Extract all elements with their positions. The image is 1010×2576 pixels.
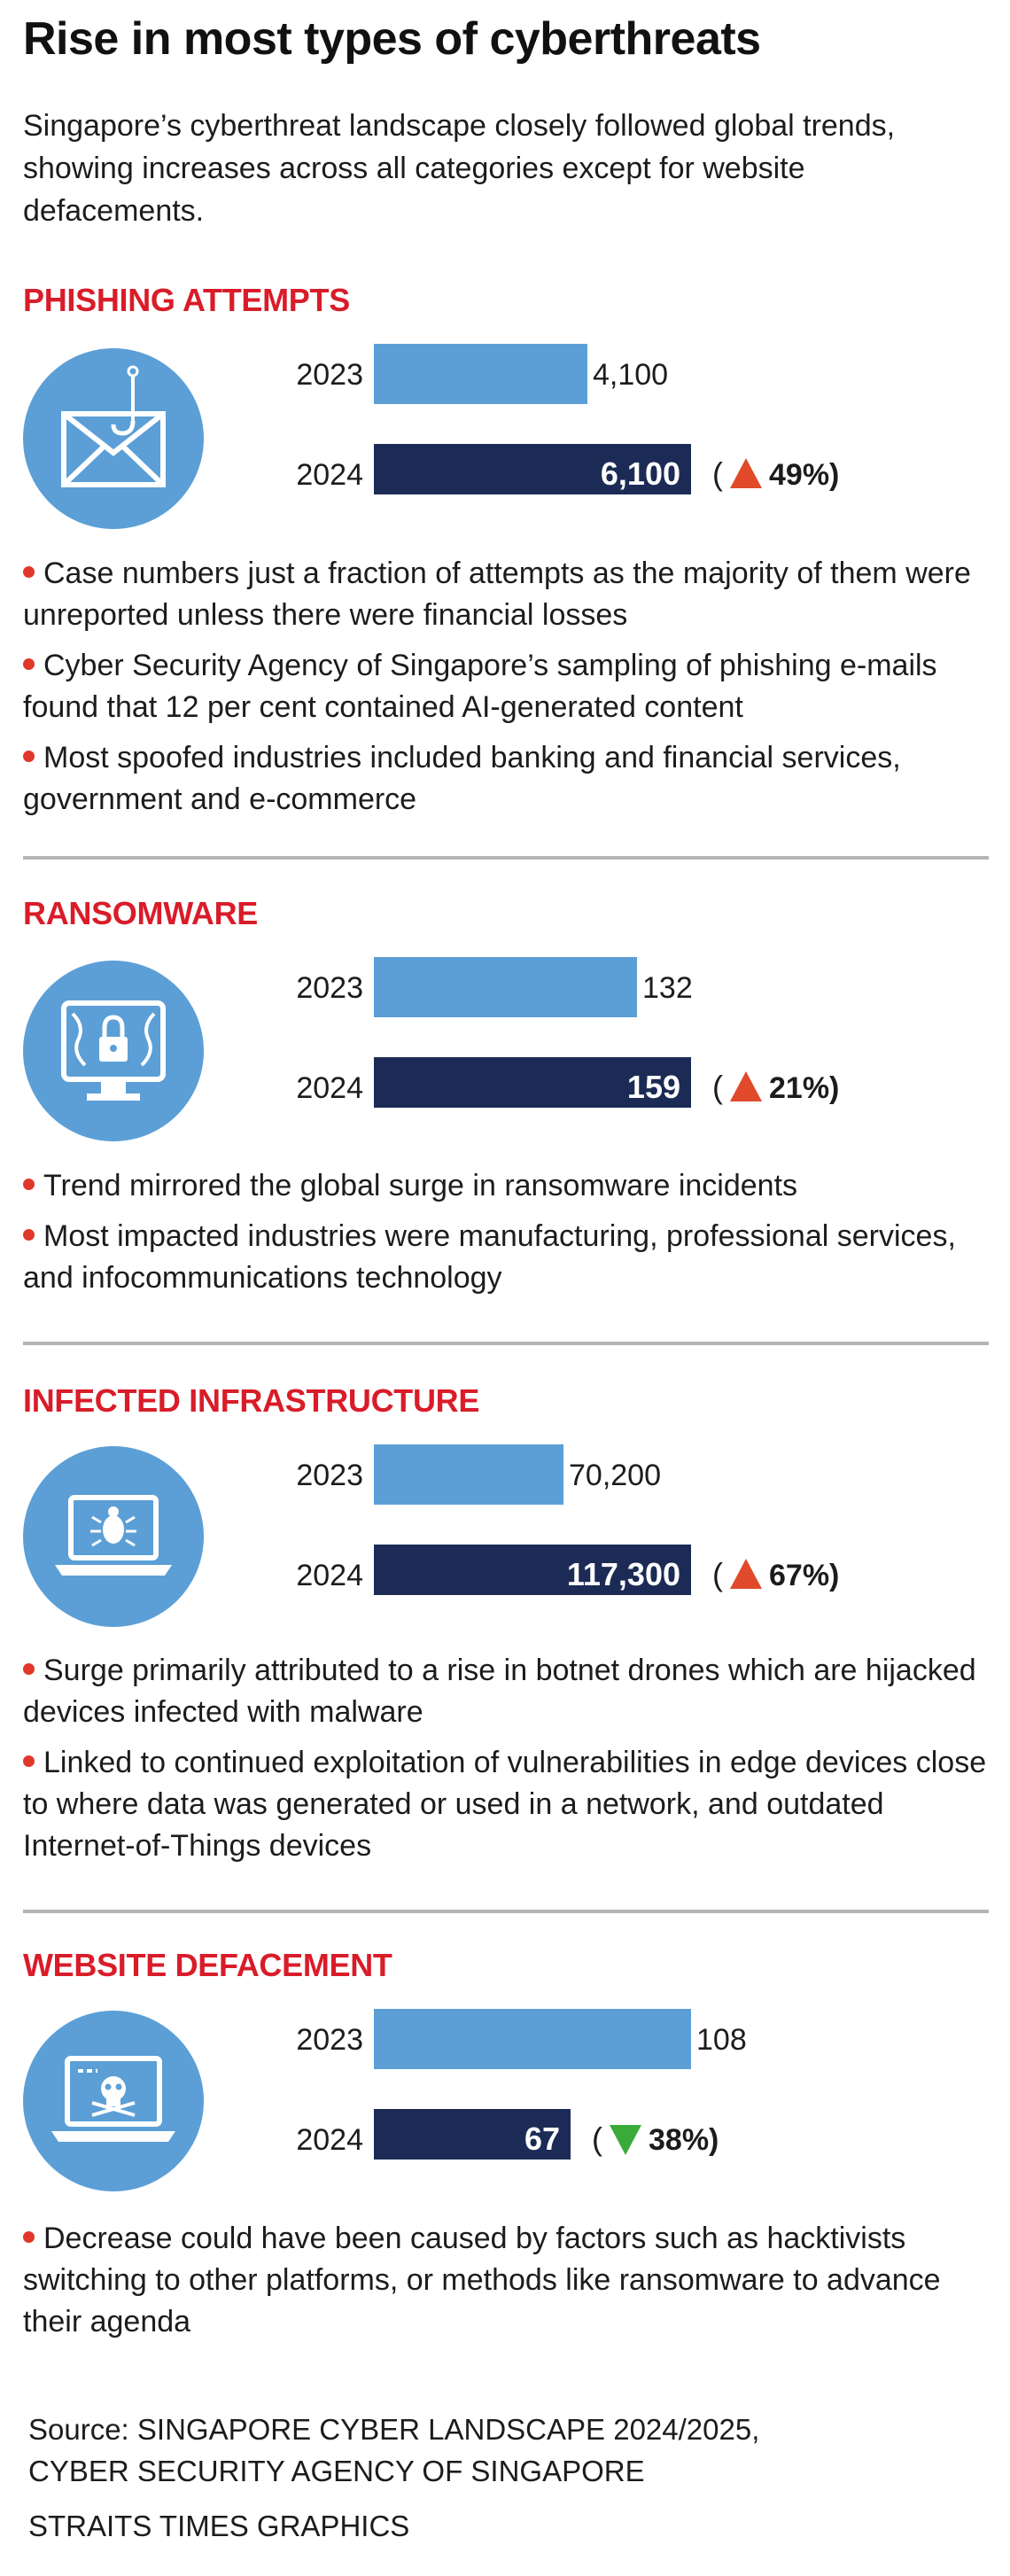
down-triangle-icon: [610, 2125, 641, 2155]
section-divider: [23, 1342, 989, 1345]
up-triangle-icon: [730, 1559, 762, 1589]
list-item: Trend mirrored the global surge in ranso…: [23, 1165, 989, 1207]
value-label: 117,300: [567, 1556, 680, 1592]
bar-2024: [374, 1545, 691, 1595]
bar-2024: [374, 2109, 571, 2160]
bullet-dot: [23, 1178, 35, 1190]
section-ransomware: RANSOMWARE 2023 132 2024 159 (21%) Trend mir…: [0, 895, 1010, 1338]
value-label: 67: [524, 2121, 560, 2157]
up-triangle-icon: [730, 1071, 762, 1101]
bullet-list: Case numbers just a fraction of attempts…: [23, 553, 989, 829]
section-divider: [23, 856, 989, 860]
bug-laptop-icon: [23, 1446, 204, 1627]
bullet-dot: [23, 1755, 35, 1767]
section-title: RANSOMWARE: [23, 895, 258, 931]
skull-laptop-icon: [23, 2011, 204, 2191]
value-label: 132: [642, 971, 693, 1005]
change-percent: 21%): [769, 1071, 839, 1105]
chart-phishing: 2023 4,100 2024 6,100 (49%): [296, 344, 839, 494]
bullet-dot: [23, 658, 35, 670]
list-item: Most impacted industries were manufactur…: [23, 1219, 956, 1295]
bullet-dot: [23, 2230, 35, 2243]
bar-2023: [374, 2009, 691, 2069]
value-label: 6,100: [601, 455, 680, 492]
bar-2023: [374, 1444, 563, 1505]
bar-2024: [374, 1057, 691, 1108]
chart-ransomware: 2023 132 2024 159 (21%): [296, 957, 839, 1108]
value-label: 108: [696, 2023, 747, 2057]
intro-text: Singapore’s cyberthreat landscape closel…: [23, 109, 896, 228]
bullet-dot: [23, 750, 35, 762]
open-paren: (: [712, 455, 723, 492]
change-percent: 49%): [769, 458, 839, 492]
list-item: Cyber Security Agency of Singapore’s sam…: [23, 649, 937, 724]
locked-monitor-icon: [23, 961, 204, 1141]
bar-2023: [374, 344, 587, 404]
section-phishing: PHISHING ATTEMPTS 2023 4,100 2024 6,100 (49%…: [0, 282, 1010, 867]
bullet-list: Decrease could have been caused by facto…: [23, 2218, 989, 2352]
source-line-2: CYBER SECURITY AGENCY OF SINGAPORE: [28, 2455, 645, 2487]
section-website-defacement: WEBSITE DEFACEMENT 2023 108 2024 67 (38%) De…: [0, 1947, 1010, 2372]
list-item: Most spoofed industries included banking…: [23, 741, 901, 816]
year-label: 2023: [296, 1459, 363, 1492]
year-label: 2024: [296, 458, 363, 492]
source-line-1: Source: SINGAPORE CYBER LANDSCAPE 2024/2…: [28, 2413, 760, 2446]
section-title: PHISHING ATTEMPTS: [23, 282, 350, 318]
up-triangle-icon: [730, 458, 762, 488]
bullet-dot: [23, 1228, 35, 1241]
open-paren: (: [712, 1556, 723, 1592]
open-paren: (: [592, 2121, 602, 2157]
section-title: INFECTED INFRASTRUCTURE: [23, 1382, 480, 1419]
bullet-list: Trend mirrored the global surge in ranso…: [23, 1165, 989, 1308]
value-label: 159: [627, 1069, 680, 1105]
bullet-dot: [23, 565, 35, 578]
year-label: 2023: [296, 971, 363, 1005]
list-item: Linked to continued exploitation of vuln…: [23, 1746, 987, 1863]
year-label: 2024: [296, 1559, 363, 1592]
list-item: Case numbers just a fraction of attempts…: [23, 556, 971, 632]
bullet-list: Surge primarily attributed to a rise in …: [23, 1650, 989, 1876]
change-percent: 67%): [769, 1559, 839, 1592]
value-label: 4,100: [593, 358, 668, 392]
list-item: Decrease could have been caused by facto…: [23, 2222, 941, 2339]
phishing-envelope-icon: [23, 348, 204, 529]
list-item: Surge primarily attributed to a rise in …: [23, 1654, 976, 1729]
year-label: 2024: [296, 2123, 363, 2157]
chart-website-defacement: 2023 108 2024 67 (38%): [296, 2009, 747, 2160]
section-infected-infrastructure: INFECTED INFRASTRUCTURE 2023 70,200 2024 11…: [0, 1382, 1010, 1879]
year-label: 2023: [296, 358, 363, 392]
source-note: Source: SINGAPORE CYBER LANDSCAPE 2024/2…: [28, 2409, 759, 2492]
bullet-dot: [23, 1662, 35, 1675]
open-paren: (: [712, 1069, 723, 1105]
credit-note: STRAITS TIMES GRAPHICS: [28, 2510, 410, 2542]
bar-2024: [374, 444, 691, 494]
change-percent: 38%): [649, 2123, 719, 2157]
section-divider: [23, 1910, 989, 1913]
year-label: 2023: [296, 2023, 363, 2057]
year-label: 2024: [296, 1071, 363, 1105]
bar-2023: [374, 957, 637, 1017]
section-title: WEBSITE DEFACEMENT: [23, 1947, 392, 1983]
chart-infected-infrastructure: 2023 70,200 2024 117,300 (67%): [296, 1444, 839, 1595]
page-title: Rise in most types of cyberthreats: [23, 13, 761, 65]
value-label: 70,200: [569, 1459, 661, 1492]
